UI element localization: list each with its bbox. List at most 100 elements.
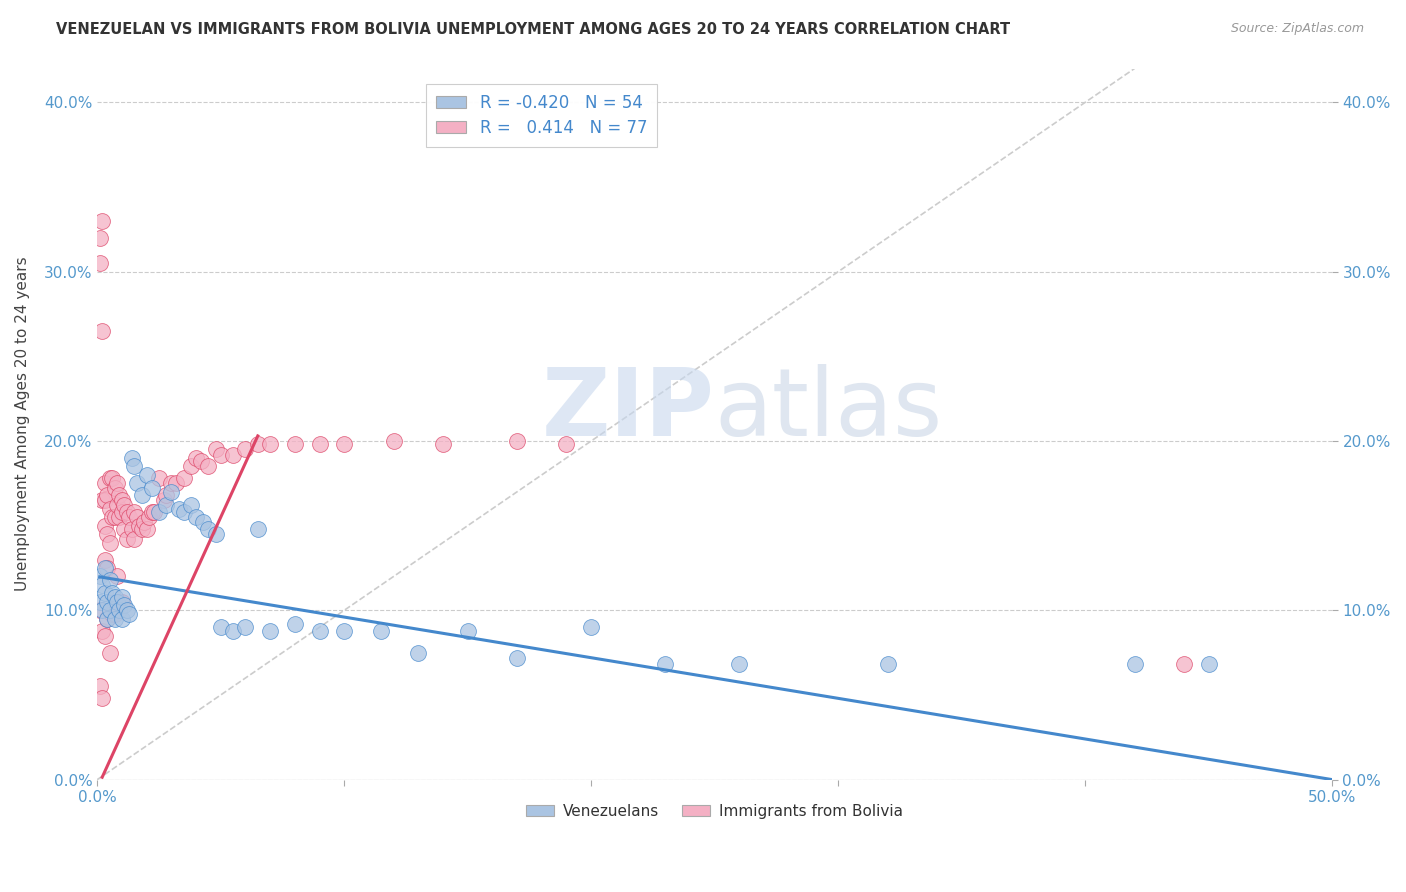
Point [284, 437, 307, 451]
Point [125, 476, 148, 491]
Point [91, 603, 114, 617]
Point [101, 607, 124, 621]
Point [246, 522, 269, 536]
Point [93, 629, 115, 643]
Text: VENEZUELAN VS IMMIGRANTS FROM BOLIVIA UNEMPLOYMENT AMONG AGES 20 TO 24 YEARS COR: VENEZUELAN VS IMMIGRANTS FROM BOLIVIA UN… [56, 22, 1011, 37]
Point [96, 527, 118, 541]
Point [222, 624, 245, 638]
Point [93, 476, 115, 491]
Point [209, 448, 232, 462]
Point [259, 624, 281, 638]
Point [118, 607, 141, 621]
Point [148, 505, 170, 519]
Point [93, 493, 115, 508]
Point [134, 515, 156, 529]
Point [457, 624, 479, 638]
Text: Source: ZipAtlas.com: Source: ZipAtlas.com [1230, 22, 1364, 36]
Point [115, 603, 138, 617]
Point [506, 434, 529, 448]
Point [135, 467, 157, 482]
Point [111, 590, 134, 604]
Point [96, 612, 118, 626]
Point [155, 488, 177, 502]
Point [246, 437, 269, 451]
Point [91, 324, 114, 338]
Point [103, 612, 125, 626]
Point [197, 522, 219, 536]
Point [91, 691, 114, 706]
Point [96, 595, 118, 609]
Point [91, 624, 114, 638]
Point [180, 459, 202, 474]
Point [222, 448, 245, 462]
Point [160, 476, 183, 491]
Point [93, 561, 115, 575]
Point [96, 488, 118, 502]
Point [111, 595, 134, 609]
Point [98, 573, 121, 587]
Point [96, 612, 118, 626]
Point [579, 620, 602, 634]
Point [333, 624, 356, 638]
Point [103, 590, 125, 604]
Text: atlas: atlas [714, 364, 943, 456]
Point [105, 595, 128, 609]
Point [121, 450, 143, 465]
Point [89, 680, 111, 694]
Point [148, 471, 170, 485]
Point [382, 434, 405, 448]
Point [259, 437, 281, 451]
Point [112, 598, 135, 612]
Point [98, 646, 121, 660]
Point [654, 657, 676, 672]
Point [115, 505, 138, 519]
Point [173, 471, 195, 485]
Point [89, 256, 111, 270]
Point [101, 510, 124, 524]
Point [1198, 657, 1220, 672]
Point [155, 499, 177, 513]
Point [184, 510, 207, 524]
Point [98, 535, 121, 549]
Point [1123, 657, 1146, 672]
Point [91, 214, 114, 228]
Point [91, 493, 114, 508]
Point [103, 607, 125, 621]
Point [111, 505, 134, 519]
Point [1173, 657, 1195, 672]
Point [108, 488, 131, 502]
Point [115, 532, 138, 546]
Point [121, 522, 143, 536]
Point [118, 510, 141, 524]
Point [89, 595, 111, 609]
Point [555, 437, 578, 451]
Point [112, 499, 135, 513]
Point [91, 578, 114, 592]
Point [235, 620, 257, 634]
Point [108, 510, 131, 524]
Point [112, 522, 135, 536]
Point [141, 482, 163, 496]
Point [143, 505, 166, 519]
Point [101, 586, 124, 600]
Point [89, 569, 111, 583]
Point [101, 471, 124, 485]
Point [103, 482, 125, 496]
Point [124, 505, 146, 519]
Point [93, 518, 115, 533]
Point [131, 522, 153, 536]
Point [235, 442, 257, 457]
Point [408, 646, 430, 660]
Point [138, 510, 160, 524]
Point [98, 603, 121, 617]
Point [204, 442, 226, 457]
Point [370, 624, 392, 638]
Point [96, 561, 118, 575]
Point [111, 493, 134, 508]
Point [506, 650, 529, 665]
Point [131, 488, 153, 502]
Point [197, 459, 219, 474]
Point [125, 510, 148, 524]
Point [105, 499, 128, 513]
Point [124, 459, 146, 474]
